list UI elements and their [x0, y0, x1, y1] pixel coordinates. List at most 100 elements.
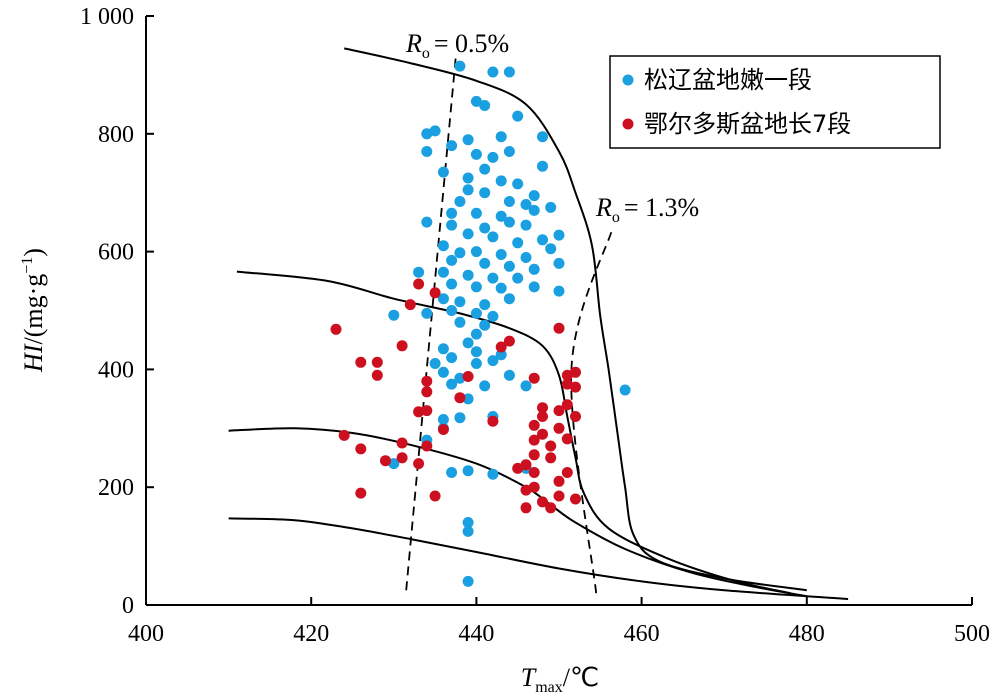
data-point-songliao — [462, 172, 474, 184]
data-point-songliao — [479, 380, 491, 392]
data-point-ordos — [512, 462, 524, 474]
data-point-ordos — [537, 428, 548, 440]
y-tick-label: 200 — [98, 475, 134, 501]
data-point-ordos — [528, 467, 540, 478]
data-point-songliao — [512, 110, 524, 122]
axes — [145, 15, 973, 606]
data-point-songliao — [512, 178, 524, 190]
data-point-songliao — [520, 219, 532, 231]
data-point-songliao — [446, 378, 458, 390]
data-point-songliao — [462, 337, 474, 349]
data-point-songliao — [520, 199, 532, 210]
data-point-ordos — [495, 341, 507, 353]
data-point-ordos — [462, 371, 474, 382]
data-point-ordos — [570, 411, 581, 422]
data-point-songliao — [487, 355, 499, 367]
data-point-songliao — [487, 151, 499, 163]
data-point-songliao — [503, 146, 515, 157]
y-tick-label: 1 000 — [80, 4, 134, 30]
data-point-songliao — [446, 254, 458, 266]
legend-marker-songliao — [622, 74, 634, 86]
data-point-songliao — [454, 372, 466, 384]
data-point-ordos — [355, 356, 367, 368]
data-point-songliao — [553, 285, 565, 297]
data-point-ordos — [553, 422, 565, 434]
data-point-songliao — [537, 234, 548, 246]
data-point-ordos — [553, 405, 565, 417]
data-point-songliao — [470, 346, 482, 358]
data-points — [330, 60, 631, 587]
data-point-ordos — [355, 487, 367, 499]
legend: 松辽盆地嫩一段 鄂尔多斯盆地长7段 — [609, 55, 941, 149]
data-point-ordos — [330, 323, 342, 335]
data-point-songliao — [446, 140, 458, 152]
ro-label-high: Ro = 1.3% — [595, 193, 699, 226]
data-point-ordos — [421, 386, 433, 398]
data-point-songliao — [503, 293, 515, 305]
legend-label-ordos: 鄂尔多斯盆地长7段 — [644, 110, 851, 138]
data-point-ordos — [421, 405, 433, 417]
hi-curve-1 — [343, 47, 807, 592]
data-point-ordos — [520, 502, 532, 514]
data-point-songliao — [619, 384, 631, 396]
data-point-songliao — [495, 249, 507, 260]
data-point-ordos — [413, 278, 425, 290]
hi-curve-2 — [236, 270, 791, 595]
data-point-ordos — [413, 458, 425, 470]
data-point-songliao — [446, 467, 458, 478]
data-point-ordos — [553, 475, 565, 487]
data-point-songliao — [479, 319, 491, 331]
data-point-ordos — [355, 443, 367, 455]
data-point-ordos — [338, 429, 350, 441]
data-point-ordos — [528, 434, 540, 446]
data-point-ordos — [404, 299, 416, 311]
data-point-songliao — [437, 266, 449, 278]
data-point-songliao — [421, 307, 433, 319]
data-point-songliao — [545, 243, 557, 255]
data-point-songliao — [487, 272, 499, 284]
x-tick-label: 400 — [128, 621, 164, 647]
data-point-ordos — [545, 502, 557, 514]
data-point-songliao — [495, 282, 507, 294]
data-point-ordos — [570, 381, 581, 393]
x-tick-label: 420 — [293, 621, 329, 647]
data-point-ordos — [537, 496, 548, 508]
data-point-songliao — [487, 231, 499, 243]
data-point-songliao — [512, 237, 524, 249]
data-point-ordos — [570, 366, 581, 378]
data-point-songliao — [446, 207, 458, 219]
data-point-songliao — [462, 517, 474, 528]
data-point-songliao — [537, 160, 548, 172]
data-point-songliao — [495, 349, 507, 361]
data-point-songliao — [503, 216, 515, 228]
data-point-songliao — [470, 307, 482, 319]
tick-labels: 400 420 440 460 480 500 0 200 400 600 800 1 000 — [80, 4, 990, 647]
data-point-ordos — [528, 372, 540, 384]
y-tick-label: 400 — [98, 357, 134, 383]
y-axis-title: HI/(mg·g−1) — [19, 248, 48, 373]
y-tick-label: 600 — [98, 240, 134, 266]
data-point-songliao — [437, 166, 449, 178]
legend-box — [609, 55, 941, 149]
data-point-ordos — [528, 419, 540, 431]
data-point-ordos — [528, 449, 540, 461]
data-point-ordos — [429, 287, 441, 299]
data-point-ordos — [371, 369, 383, 381]
data-point-songliao — [487, 66, 499, 78]
hi-curve-4 — [228, 517, 849, 601]
data-point-ordos — [545, 440, 557, 452]
data-point-songliao — [437, 366, 449, 378]
data-point-songliao — [495, 175, 507, 187]
data-point-ordos — [553, 322, 565, 334]
data-point-songliao — [421, 128, 433, 140]
data-point-songliao — [479, 163, 491, 175]
data-point-songliao — [487, 468, 499, 480]
data-point-ordos — [413, 406, 425, 418]
legend-label-songliao: 松辽盆地嫩一段 — [644, 66, 812, 94]
data-point-songliao — [437, 343, 449, 355]
data-point-songliao — [388, 458, 400, 470]
data-point-ordos — [553, 490, 565, 502]
ro-isolines — [405, 57, 614, 594]
data-point-ordos — [503, 335, 515, 347]
